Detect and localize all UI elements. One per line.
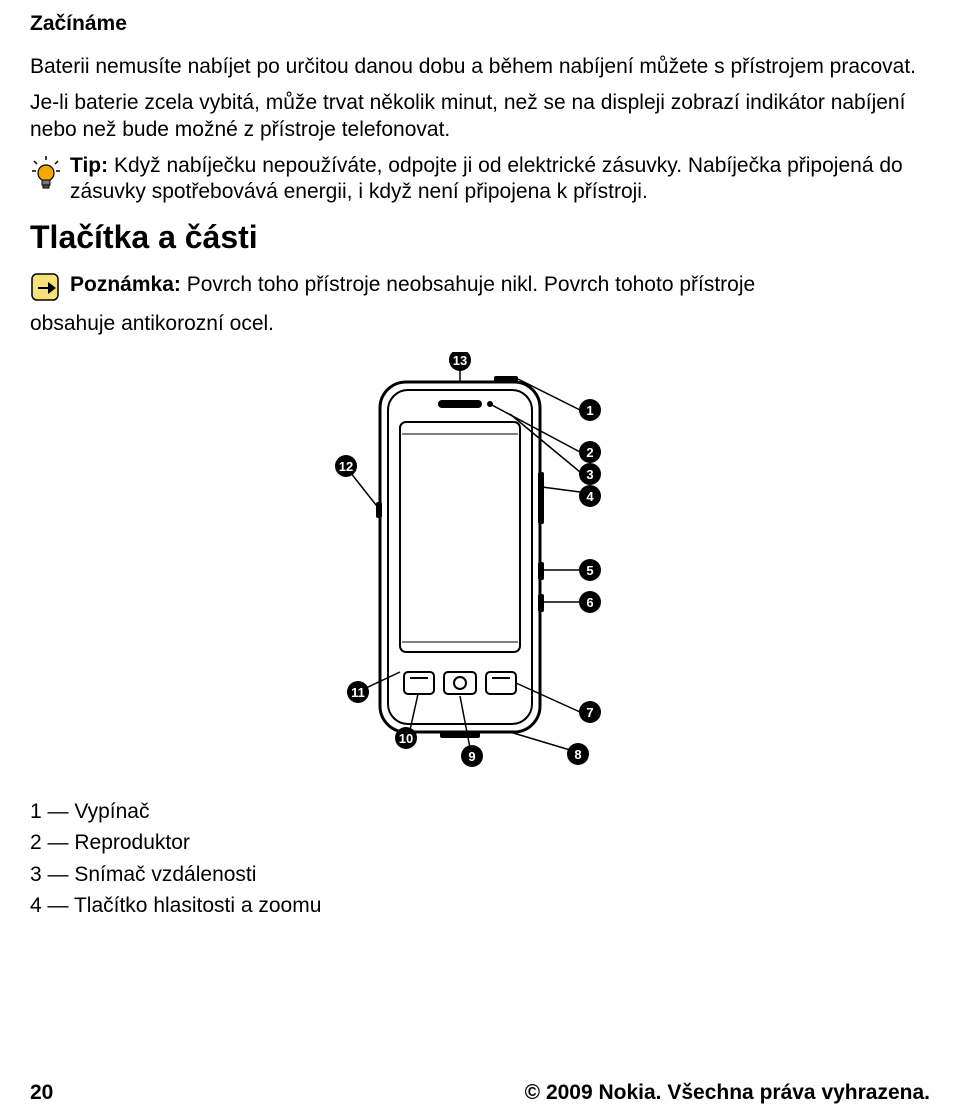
tip-block: Tip: Když nabíječku nepoužíváte, odpojte… [30, 153, 930, 206]
lightbulb-icon [30, 155, 62, 196]
callout-3: 3 [586, 467, 593, 482]
callout-11: 11 [351, 685, 365, 700]
callout-9: 9 [468, 749, 475, 764]
callout-4: 4 [586, 489, 594, 504]
note-body: Povrch toho přístroje neobsahuje nikl. P… [181, 273, 755, 296]
tip-label: Tip: [70, 154, 108, 177]
legend-item: 4 — Tlačítko hlasitosti a zoomu [30, 890, 930, 922]
copyright: © 2009 Nokia. Všechna práva vyhrazena. [525, 1081, 930, 1105]
callout-13: 13 [453, 353, 467, 368]
callout-6: 6 [586, 595, 593, 610]
legend-list: 1 — Vypínač 2 — Reproduktor 3 — Snímač v… [30, 796, 930, 922]
note-label: Poznámka: [70, 273, 181, 296]
callout-2: 2 [586, 445, 593, 460]
callout-8: 8 [574, 747, 581, 762]
note-block: Poznámka: Povrch toho přístroje neobsahu… [30, 272, 930, 309]
device-diagram: 1 2 3 4 5 6 7 8 9 10 11 12 13 [30, 352, 930, 772]
section-heading: Tlačítka a části [30, 219, 930, 256]
callout-12: 12 [339, 459, 353, 474]
page-footer: 20 © 2009 Nokia. Všechna práva vyhrazena… [30, 1081, 930, 1105]
callout-7: 7 [586, 705, 593, 720]
note-icon [30, 272, 62, 309]
tip-text: Tip: Když nabíječku nepoužíváte, odpojte… [70, 153, 930, 206]
legend-item: 2 — Reproduktor [30, 827, 930, 859]
legend-item: 3 — Snímač vzdálenosti [30, 859, 930, 891]
callout-1: 1 [586, 403, 593, 418]
note-tail: obsahuje antikorozní ocel. [30, 311, 930, 337]
page-header: Začínáme [30, 12, 930, 36]
paragraph-1: Baterii nemusíte nabíjet po určitou dano… [30, 54, 930, 80]
tip-body: Když nabíječku nepoužíváte, odpojte ji o… [70, 154, 903, 203]
legend-item: 1 — Vypínač [30, 796, 930, 828]
note-text: Poznámka: Povrch toho přístroje neobsahu… [70, 272, 930, 298]
callout-10: 10 [399, 731, 413, 746]
callout-5: 5 [586, 563, 593, 578]
paragraph-2: Je-li baterie zcela vybitá, může trvat n… [30, 90, 930, 143]
page-number: 20 [30, 1081, 53, 1105]
